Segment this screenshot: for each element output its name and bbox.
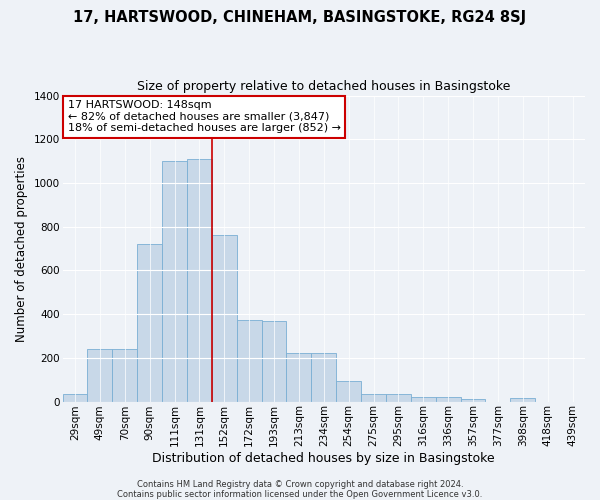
- Text: 17 HARTSWOOD: 148sqm
← 82% of detached houses are smaller (3,847)
18% of semi-de: 17 HARTSWOOD: 148sqm ← 82% of detached h…: [68, 100, 341, 134]
- Bar: [262, 320, 286, 402]
- Y-axis label: Number of detached properties: Number of detached properties: [15, 156, 28, 342]
- Bar: [461, 400, 485, 402]
- Bar: [436, 397, 461, 402]
- Bar: [237, 320, 262, 402]
- Bar: [88, 349, 112, 402]
- Title: Size of property relative to detached houses in Basingstoke: Size of property relative to detached ho…: [137, 80, 511, 93]
- Bar: [137, 244, 162, 402]
- Bar: [162, 161, 187, 402]
- X-axis label: Distribution of detached houses by size in Basingstoke: Distribution of detached houses by size …: [152, 452, 495, 465]
- Bar: [112, 349, 137, 402]
- Bar: [411, 397, 436, 402]
- Bar: [286, 354, 311, 402]
- Text: 17, HARTSWOOD, CHINEHAM, BASINGSTOKE, RG24 8SJ: 17, HARTSWOOD, CHINEHAM, BASINGSTOKE, RG…: [73, 10, 527, 25]
- Text: Contains HM Land Registry data © Crown copyright and database right 2024.
Contai: Contains HM Land Registry data © Crown c…: [118, 480, 482, 499]
- Bar: [511, 398, 535, 402]
- Bar: [62, 394, 88, 402]
- Bar: [361, 394, 386, 402]
- Bar: [212, 236, 237, 402]
- Bar: [386, 394, 411, 402]
- Bar: [336, 381, 361, 402]
- Bar: [311, 354, 336, 402]
- Bar: [187, 159, 212, 402]
